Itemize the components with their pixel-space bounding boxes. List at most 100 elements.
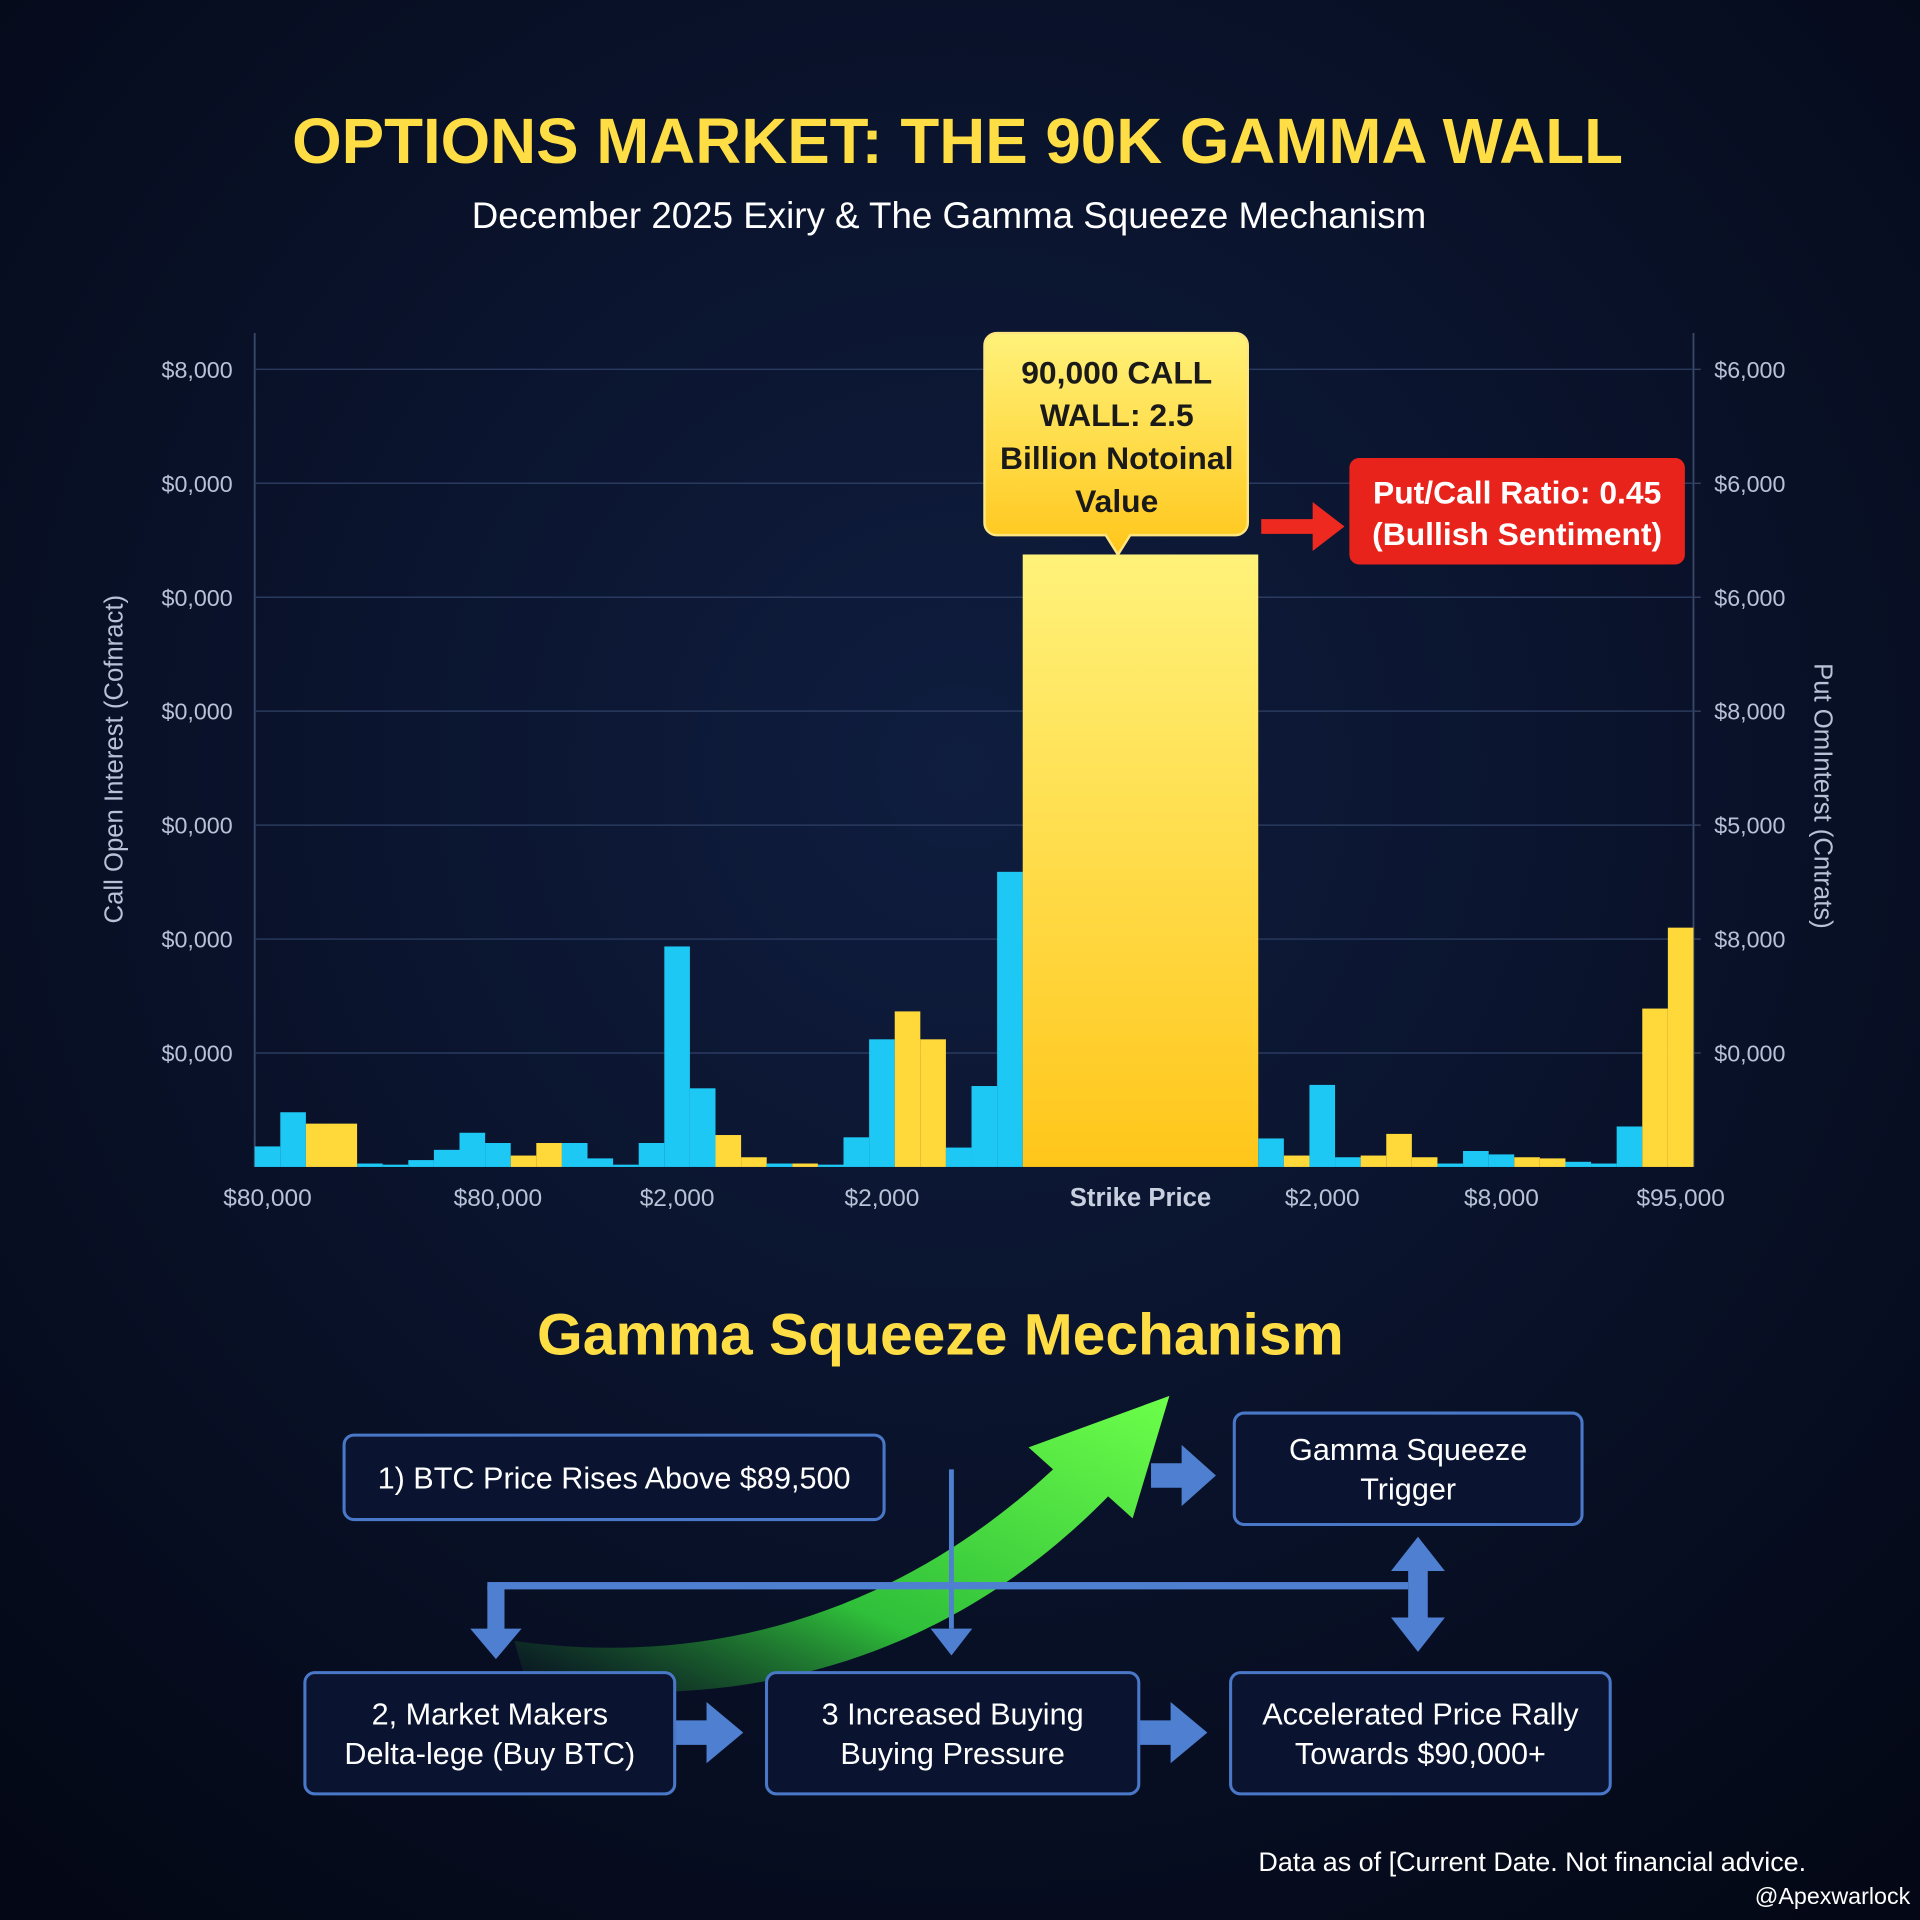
green-arrow	[514, 1395, 1170, 1693]
bar	[1565, 1161, 1592, 1167]
bar	[305, 1123, 332, 1167]
ratio-box	[1349, 457, 1685, 565]
x-tick-label: $80,000	[223, 1185, 311, 1212]
bar	[638, 1143, 665, 1167]
flow-text: Gamma Squeeze	[1289, 1433, 1527, 1467]
title: OPTIONS MARKET: THE 90K GAMMA WALL	[292, 106, 1623, 177]
x-tick-label: $2,000	[640, 1185, 715, 1212]
flow-text: 3 Increased Buying	[822, 1698, 1084, 1732]
flow-box	[1232, 1411, 1584, 1527]
bar	[1514, 1157, 1540, 1167]
x-tick-label: $95,000	[1636, 1185, 1724, 1212]
bar	[945, 1147, 972, 1167]
bar	[1309, 1084, 1336, 1167]
arrow	[675, 1702, 744, 1764]
bar	[741, 1157, 767, 1167]
connector	[487, 1582, 1409, 1590]
bar	[792, 1163, 818, 1167]
callout-text: Billion Notoinal	[1000, 440, 1233, 476]
x-tick-label: $80,000	[454, 1185, 542, 1212]
bar	[1463, 1150, 1489, 1167]
ratio-text: Put/Call Ratio: 0.45	[1373, 474, 1661, 510]
y2-tick-label: $6,000	[1714, 357, 1785, 383]
callout-box	[983, 331, 1249, 558]
bar	[1283, 1155, 1310, 1167]
arrow	[930, 1628, 973, 1656]
bar	[382, 1164, 409, 1167]
arrow	[470, 1585, 522, 1660]
flow-box	[1229, 1671, 1612, 1796]
flow-box	[765, 1671, 1141, 1796]
bar	[869, 1039, 895, 1167]
y-tick-label: $0,000	[162, 585, 233, 611]
ratio-text: (Bullish Sentiment)	[1372, 516, 1662, 552]
bar	[433, 1149, 460, 1167]
bar	[664, 946, 690, 1167]
y-tick-label: $0,000	[162, 699, 233, 725]
bar	[536, 1143, 562, 1167]
bar	[357, 1163, 383, 1167]
bar	[1488, 1154, 1515, 1167]
flow-text: Trigger	[1360, 1472, 1456, 1506]
bar	[459, 1132, 486, 1167]
flow-arrows	[470, 1395, 1445, 1764]
bar	[1258, 1138, 1284, 1167]
y-tick-label: $0,000	[162, 927, 233, 953]
bar	[1335, 1157, 1361, 1167]
flow-text: 2, Market Makers	[372, 1698, 608, 1732]
flow-text: Towards $90,000+	[1295, 1737, 1546, 1771]
bar	[613, 1164, 639, 1167]
bar	[1667, 927, 1694, 1167]
y2-tick-label: $6,000	[1714, 585, 1785, 611]
y-tick-label: $0,000	[162, 813, 233, 839]
x-tick-label: $2,000	[844, 1185, 919, 1212]
bar	[280, 1112, 306, 1167]
bar	[766, 1163, 793, 1167]
flow-text: Buying Pressure	[840, 1737, 1065, 1771]
flow-box	[303, 1671, 677, 1796]
bar	[920, 1039, 946, 1167]
y2-axis-label: Put OmInterst (Cntrats)	[1809, 663, 1837, 929]
flow-text: Accelerated Price Rally	[1262, 1698, 1579, 1732]
x-tick-label: $8,000	[1464, 1185, 1539, 1212]
bar	[894, 1011, 921, 1167]
y2-tick-label: $6,000	[1714, 471, 1785, 497]
bar	[843, 1137, 870, 1167]
bar	[715, 1135, 742, 1167]
bar	[254, 1146, 281, 1167]
bar	[1360, 1155, 1387, 1167]
bar	[408, 1160, 434, 1167]
y-tick-label: $0,000	[162, 1041, 233, 1067]
bar	[689, 1088, 716, 1167]
flow-box	[342, 1433, 886, 1522]
flow-text: Delta-lege (Buy BTC)	[344, 1737, 635, 1771]
y-tick-label: $0,000	[162, 471, 233, 497]
y-axis-label: Call Open Interest (Cofnract)	[100, 595, 128, 924]
bar	[1539, 1158, 1566, 1167]
arrow	[1151, 1444, 1216, 1507]
y2-tick-label: $8,000	[1714, 927, 1785, 953]
bar	[1386, 1133, 1412, 1167]
bar	[331, 1123, 358, 1167]
callout-text: Value	[1075, 483, 1158, 519]
bar	[971, 1086, 998, 1167]
flow-text: 1) BTC Price Rises Above $89,500	[378, 1461, 851, 1495]
bar	[817, 1164, 844, 1167]
chart: $0,000 $0,000 $0,000 $0,000 $0,000 $0,000 $8,0…	[100, 331, 1837, 1212]
bar	[997, 871, 1023, 1167]
bar	[1591, 1163, 1617, 1167]
bar	[1642, 1008, 1668, 1167]
x-axis-label: Strike Price	[1070, 1184, 1211, 1212]
subtitle: December 2025 Exiry & The Gamma Squeeze …	[472, 195, 1426, 236]
callout-text: 90,000 CALL	[1021, 354, 1212, 390]
bar	[1437, 1163, 1464, 1167]
y2-tick-label: $5,000	[1714, 813, 1785, 839]
wall-bar	[1022, 554, 1259, 1167]
bar	[485, 1143, 511, 1167]
flow: 1) BTC Price Rises Above $89,500 Gamma Sq…	[303, 1411, 1612, 1796]
bar	[561, 1143, 588, 1167]
arrow	[1391, 1536, 1445, 1652]
bar	[587, 1158, 614, 1167]
bar	[1616, 1126, 1643, 1167]
